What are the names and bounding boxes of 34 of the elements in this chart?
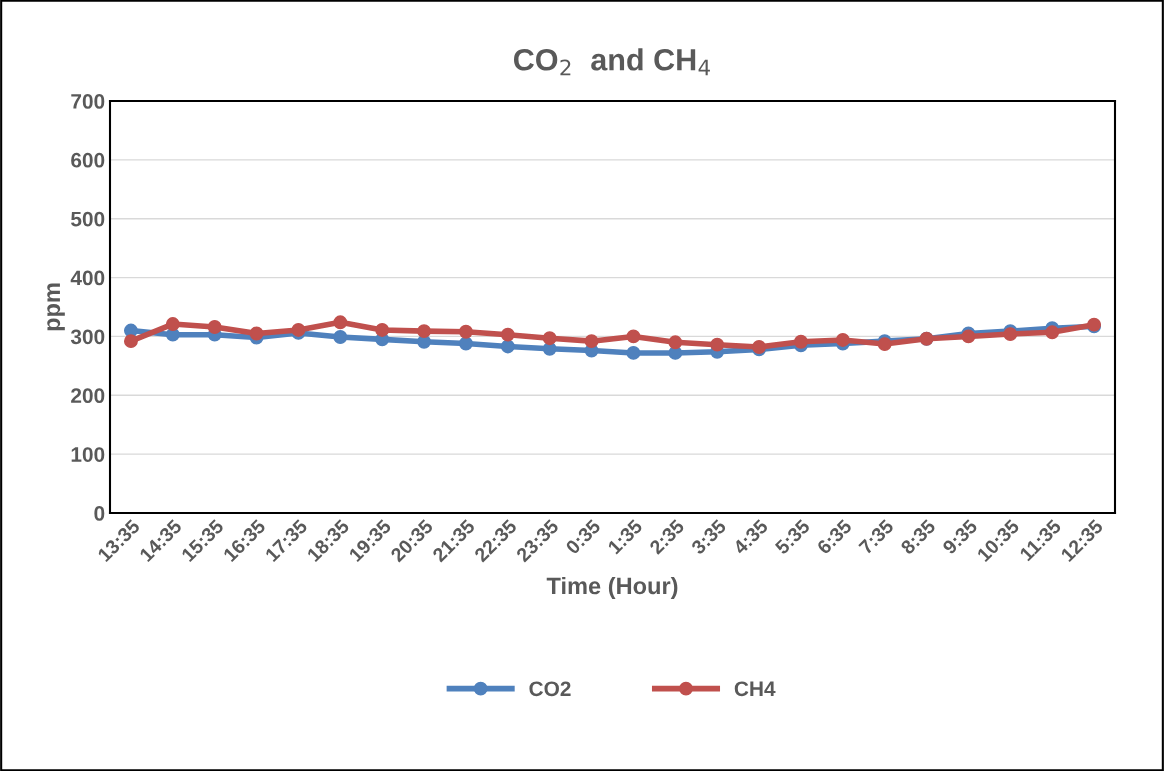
point [207,320,222,334]
chart-title: CO$_{2}$ and CH$_{4}$ [513,48,710,76]
point [793,334,808,349]
point [458,336,473,351]
point [417,324,432,339]
y-tick-label: 0 [94,506,105,521]
point [500,339,515,354]
y-tick-label: 500 [71,211,105,227]
point [626,329,641,344]
y-tick-label: 400 [70,270,105,286]
point [165,317,180,332]
point [668,335,683,350]
point [710,337,725,352]
y-tick-label: 700 [71,94,105,109]
point [542,331,557,346]
point [626,345,641,360]
x-axis-title: Time (Hour) [546,576,678,599]
point [1045,325,1060,340]
point [375,323,390,337]
y-axis-title: ppm [47,283,65,331]
point [584,334,599,349]
legend-label: CO2 [529,681,571,697]
y-tick-label: 100 [71,447,105,462]
legend-label: CH4 [734,681,776,697]
point [835,333,850,347]
y-tick-label: 300 [70,329,105,345]
point [333,330,348,344]
point [249,326,264,341]
y-tick-label: 600 [71,152,105,168]
y-tick-label: 200 [71,388,105,404]
point [123,334,138,349]
point [500,327,515,342]
point [333,315,348,330]
point [458,324,473,339]
